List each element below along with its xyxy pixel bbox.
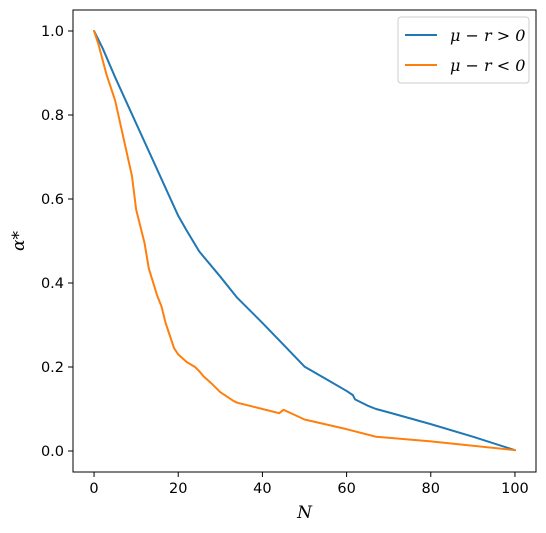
y-tick-label: 0.0 bbox=[41, 444, 64, 460]
plot-frame bbox=[72, 9, 537, 473]
y-axis-label: α* bbox=[9, 231, 29, 251]
legend-box bbox=[397, 16, 530, 84]
series-line-0 bbox=[93, 30, 516, 452]
x-tick-label: 60 bbox=[337, 481, 355, 497]
x-axis-label: N bbox=[296, 503, 313, 523]
y-tick-label: 0.4 bbox=[41, 276, 64, 292]
x-tick-label: 20 bbox=[169, 481, 187, 497]
series-layer bbox=[93, 30, 516, 452]
legend: μ − r > 0 μ − r < 0 bbox=[397, 16, 530, 84]
x-tick-label: 0 bbox=[89, 481, 98, 497]
x-tick-label: 100 bbox=[501, 481, 529, 497]
legend-label-0: μ − r > 0 bbox=[450, 26, 525, 45]
y-tick-label: 0.6 bbox=[41, 192, 64, 208]
x-tick-label: 80 bbox=[422, 481, 440, 497]
legend-label-1: μ − r < 0 bbox=[450, 56, 525, 75]
y-tick-label: 0.8 bbox=[41, 108, 64, 124]
y-tick-label: 1.0 bbox=[41, 24, 64, 40]
y-tick-label: 0.2 bbox=[41, 360, 64, 376]
x-tick-label: 40 bbox=[253, 481, 271, 497]
ticks-layer: 0 20 40 60 80 100 0.0 0.2 0.4 0.6 0.8 1.0 bbox=[41, 24, 529, 497]
series-line-1 bbox=[93, 30, 516, 452]
